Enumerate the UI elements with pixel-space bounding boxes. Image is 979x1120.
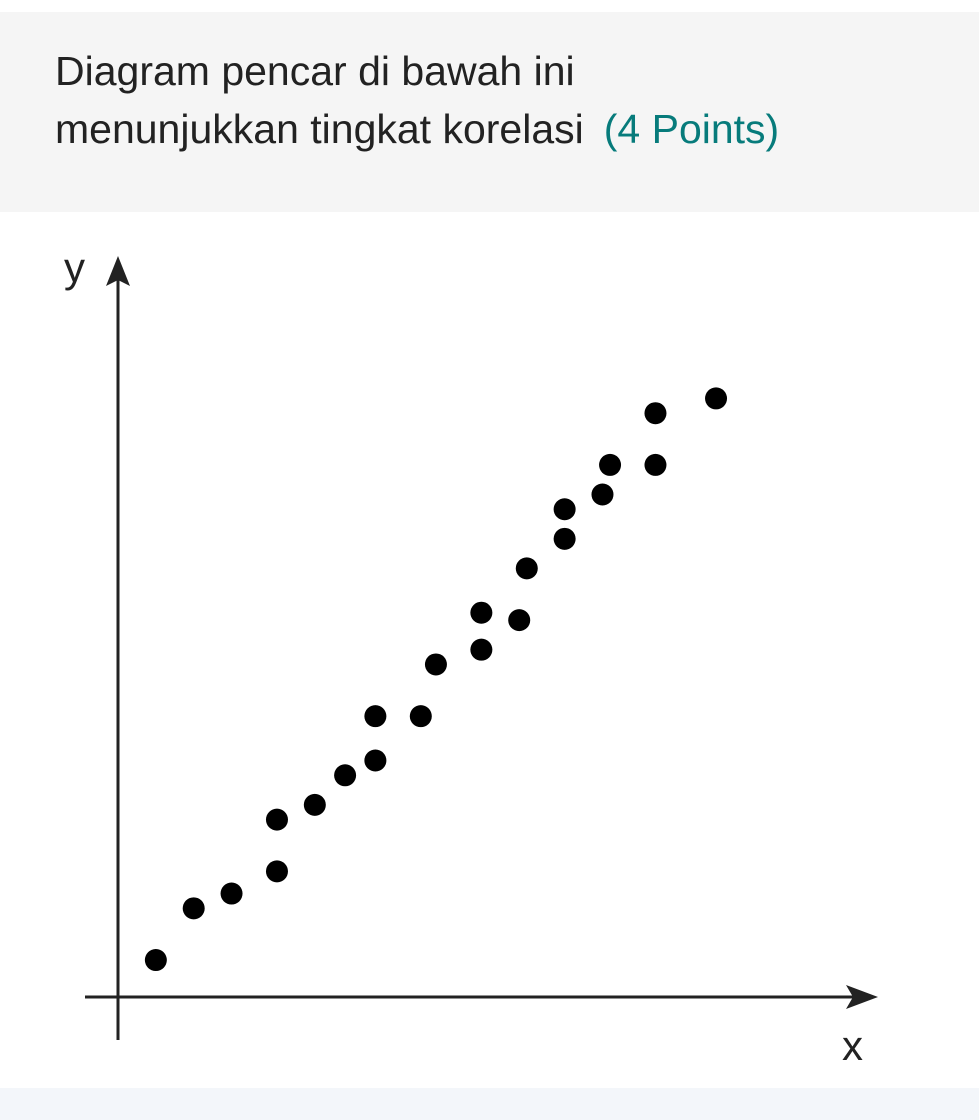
data-point-21 [644, 402, 667, 425]
question-text-line2: menunjukkan tingkat korelasi [55, 106, 584, 152]
x-axis-arrow [846, 985, 878, 1009]
y-axis-label: y [64, 244, 85, 291]
question-image: y x [0, 212, 979, 1088]
data-point-20 [644, 453, 667, 476]
data-point-11 [424, 653, 447, 676]
data-point-9 [364, 705, 387, 728]
data-point-3 [220, 882, 243, 905]
data-point-17 [553, 498, 576, 521]
data-point-12 [470, 638, 493, 661]
data-point-2 [182, 897, 205, 920]
data-point-13 [470, 601, 493, 624]
x-axis-label: x [842, 1022, 863, 1069]
data-point-4 [265, 860, 288, 883]
data-point-22 [705, 387, 728, 410]
data-point-14 [508, 609, 531, 632]
question-header: Diagram pencar di bawah ini menunjukkan … [0, 12, 979, 212]
data-point-19 [599, 453, 622, 476]
scatter-plot: y x [64, 244, 878, 1069]
y-axis-arrow [106, 256, 130, 286]
data-point-7 [334, 764, 357, 787]
question-text-line1: Diagram pencar di bawah ini [55, 48, 575, 94]
top-strip [0, 0, 979, 12]
data-points [144, 387, 728, 972]
data-point-8 [364, 749, 387, 772]
data-point-1 [144, 949, 167, 972]
data-point-6 [303, 793, 326, 816]
question-title: Diagram pencar di bawah ini menunjukkan … [55, 42, 955, 158]
data-point-15 [515, 557, 538, 580]
points-badge: (4 Points) [603, 106, 780, 152]
data-point-5 [265, 808, 288, 831]
data-point-18 [591, 483, 614, 506]
data-point-10 [409, 705, 432, 728]
data-point-16 [553, 527, 576, 550]
